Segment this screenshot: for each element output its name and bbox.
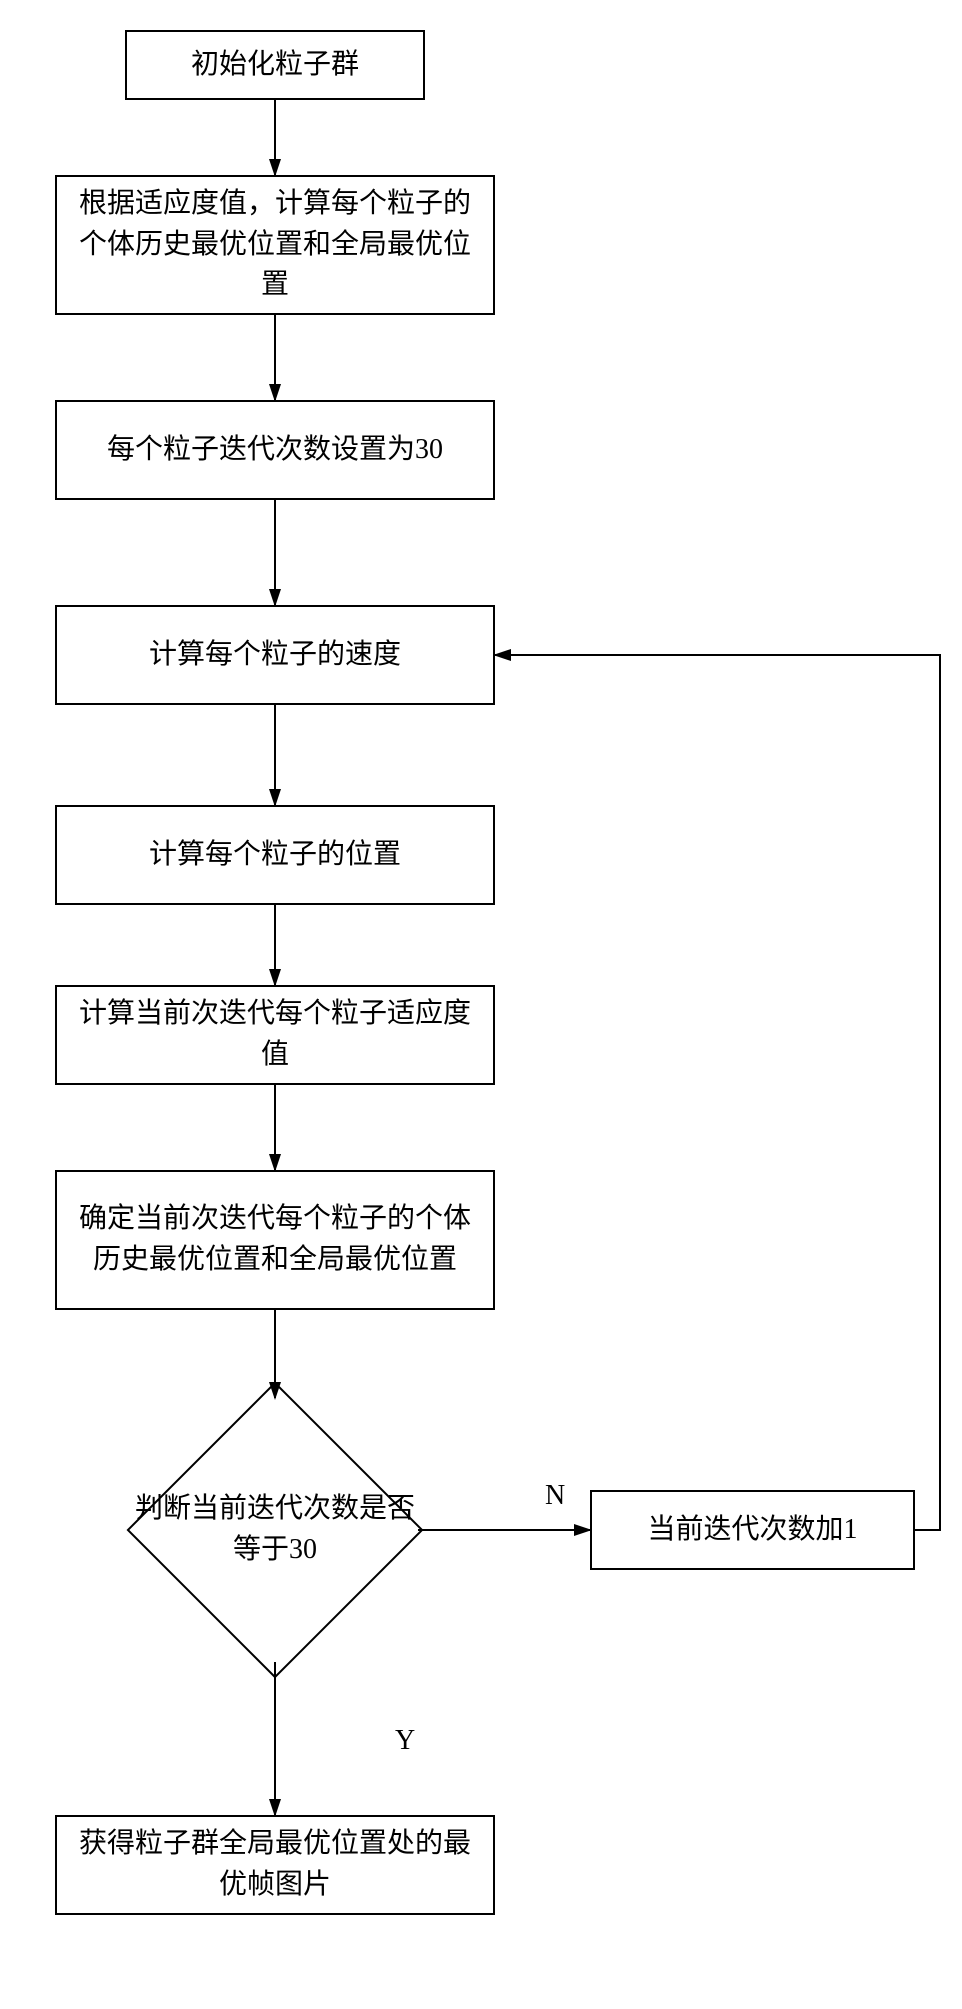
flow-node-velocity: 计算每个粒子的速度 <box>55 605 495 705</box>
flow-node-position: 计算每个粒子的位置 <box>55 805 495 905</box>
flow-node-result: 获得粒子群全局最优位置处的最优帧图片 <box>55 1815 495 1915</box>
flow-node-increment: 当前迭代次数加1 <box>590 1490 915 1570</box>
flow-node-curr-best: 确定当前次迭代每个粒子的个体历史最优位置和全局最优位置 <box>55 1170 495 1310</box>
node-text: 计算每个粒子的速度 <box>149 635 401 676</box>
flow-node-iter-set: 每个粒子迭代次数设置为30 <box>55 400 495 500</box>
node-text: 计算每个粒子的位置 <box>149 835 401 876</box>
flow-node-init: 初始化粒子群 <box>125 30 425 100</box>
node-text: 计算当前次迭代每个粒子适应度值 <box>75 994 475 1075</box>
flow-node-decision-shape <box>127 1382 424 1679</box>
edge-label-no: N <box>545 1480 565 1512</box>
node-text: 初始化粒子群 <box>191 45 359 86</box>
edge-label-yes: Y <box>395 1725 415 1757</box>
node-text: 获得粒子群全局最优位置处的最优帧图片 <box>75 1824 475 1905</box>
node-text: 每个粒子迭代次数设置为30 <box>107 430 443 471</box>
node-text: 当前迭代次数加1 <box>647 1510 857 1551</box>
flow-node-curr-fitness: 计算当前次迭代每个粒子适应度值 <box>55 985 495 1085</box>
flow-node-fitness-calc: 根据适应度值，计算每个粒子的个体历史最优位置和全局最优位置 <box>55 175 495 315</box>
node-text: 确定当前次迭代每个粒子的个体历史最优位置和全局最优位置 <box>75 1199 475 1280</box>
edge-n9-n4 <box>495 655 940 1530</box>
node-text: 根据适应度值，计算每个粒子的个体历史最优位置和全局最优位置 <box>75 184 475 306</box>
